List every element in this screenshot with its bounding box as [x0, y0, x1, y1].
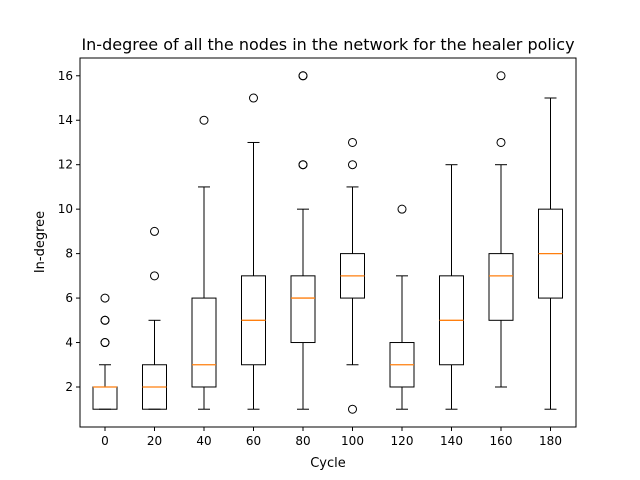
x-tick-label: 120	[391, 434, 414, 448]
y-tick-label: 10	[58, 202, 73, 216]
x-tick-label: 0	[101, 434, 109, 448]
plot-area	[79, 57, 577, 428]
box-series	[92, 71, 563, 414]
outlier-point	[199, 115, 209, 125]
box-group	[191, 115, 217, 410]
x-tick-label: 160	[490, 434, 513, 448]
outlier-point	[496, 71, 506, 81]
box-group	[142, 226, 167, 410]
y-tick-label: 16	[58, 69, 73, 83]
x-tick-label: 140	[440, 434, 463, 448]
outlier-point	[397, 204, 407, 214]
outlier-point	[298, 71, 308, 81]
y-tick-label: 4	[65, 336, 73, 350]
x-axis-label: Cycle	[310, 456, 346, 471]
x-axis: 0 20 40 60 80 100 120 140 160 180	[101, 427, 562, 448]
outlier-point	[249, 93, 258, 103]
box-group	[241, 93, 266, 410]
x-tick-label: 80	[295, 434, 310, 448]
x-tick-label: 20	[147, 434, 162, 448]
box-iqr	[191, 297, 217, 388]
box-group	[439, 164, 464, 410]
box-group	[538, 97, 563, 410]
box-group	[290, 71, 316, 410]
box-iqr	[488, 253, 514, 321]
outlier-point	[348, 137, 357, 147]
outlier-point	[348, 160, 357, 170]
y-tick-label: 12	[58, 158, 73, 172]
box-group	[340, 137, 365, 414]
outlier-point	[100, 338, 110, 348]
y-axis-label: In-degree	[33, 211, 48, 273]
box-group	[92, 293, 118, 410]
x-tick-label: 60	[246, 434, 261, 448]
outlier-point	[150, 271, 159, 281]
box-iqr	[290, 275, 316, 344]
outlier-point	[100, 315, 110, 325]
y-tick-label: 6	[65, 291, 73, 305]
chart-title: In-degree of all the nodes in the networ…	[81, 35, 574, 54]
box-group	[389, 204, 415, 410]
outlier-point	[100, 293, 110, 303]
x-tick-label: 100	[341, 434, 364, 448]
outlier-point	[348, 404, 357, 414]
box-group	[488, 71, 514, 388]
outlier-point	[496, 137, 506, 147]
outlier-point	[298, 160, 308, 170]
x-tick-label: 180	[539, 434, 562, 448]
x-tick-label: 40	[196, 434, 211, 448]
y-tick-label: 8	[65, 247, 73, 261]
y-tick-label: 14	[58, 113, 73, 127]
y-tick-label: 2	[65, 380, 73, 394]
outlier-point	[150, 226, 159, 236]
y-axis: 2 4 6 8 10 12 14 16	[58, 69, 80, 394]
